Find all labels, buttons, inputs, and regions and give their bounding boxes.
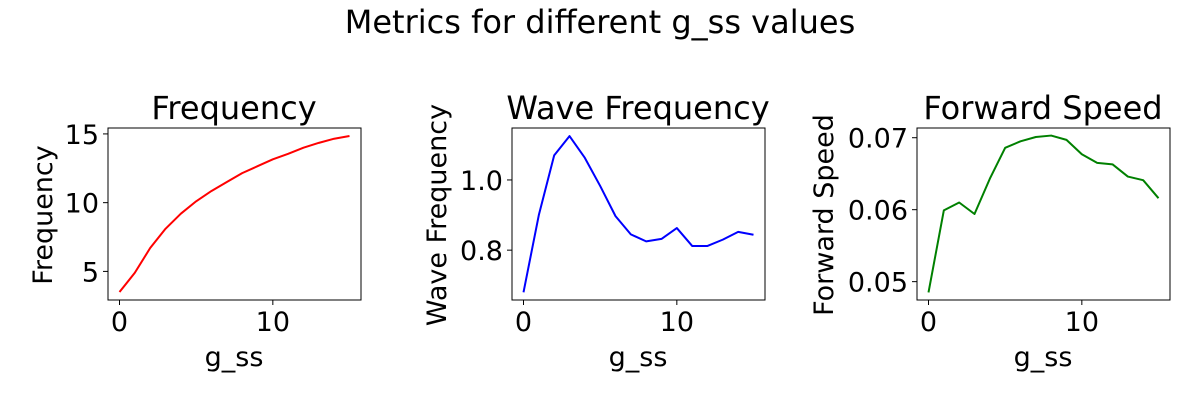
forward-speed-plot-area: 0 10 0.05 0.06 0.07 <box>848 124 1171 338</box>
subplot-frequency: Frequency g_ss Frequency 0 10 5 10 15 <box>28 89 362 373</box>
frequency-y-tick-label: 15 <box>65 120 99 151</box>
wave-frequency-x-tick-label: 10 <box>660 307 694 338</box>
forward-speed-x-tick-label: 0 <box>920 307 937 338</box>
frequency-ylabel: Frequency <box>28 145 59 285</box>
frequency-y-tick-label: 10 <box>65 189 99 220</box>
forward-speed-y-tick-label: 0.07 <box>848 124 908 155</box>
forward-speed-title: Forward Speed <box>923 89 1162 127</box>
forward-speed-ylabel: Forward Speed <box>809 114 840 316</box>
frequency-title: Frequency <box>151 89 316 127</box>
forward-speed-xlabel: g_ss <box>1014 342 1073 373</box>
frequency-x-tick-label: 10 <box>256 307 290 338</box>
wave-frequency-xlabel: g_ss <box>609 342 668 373</box>
wave-frequency-series-line <box>522 135 754 293</box>
frequency-series-line <box>118 134 350 293</box>
frequency-x-tick-label: 0 <box>111 307 128 338</box>
frequency-axes-frame <box>107 127 362 301</box>
wave-frequency-y-tick-label: 0.8 <box>460 236 503 267</box>
frequency-y-tick-label: 5 <box>82 257 99 288</box>
wave-frequency-title: Wave Frequency <box>506 89 769 127</box>
wave-frequency-x-tick-label: 0 <box>515 307 532 338</box>
figure-suptitle: Metrics for different g_ss values <box>345 3 855 41</box>
wave-frequency-ylabel: Wave Frequency <box>422 104 453 326</box>
wave-frequency-y-tick-label: 1.0 <box>460 166 503 197</box>
forward-speed-series-line <box>927 134 1160 293</box>
subplot-forward-speed: Forward Speed g_ss Forward Speed 0 10 0.05… <box>809 89 1171 373</box>
forward-speed-x-tick-label: 10 <box>1065 307 1099 338</box>
forward-speed-axes-frame <box>916 127 1171 301</box>
forward-speed-y-tick-label: 0.05 <box>848 268 908 299</box>
frequency-plot-area: 0 10 5 10 15 <box>65 120 362 338</box>
subplot-wave-frequency: Wave Frequency g_ss Wave Frequency 0 10 0.… <box>422 89 770 373</box>
frequency-xlabel: g_ss <box>205 342 264 373</box>
wave-frequency-axes-frame <box>511 127 766 301</box>
wave-frequency-plot-area: 0 10 0.8 1.0 <box>460 127 766 338</box>
forward-speed-y-tick-label: 0.06 <box>848 196 908 227</box>
